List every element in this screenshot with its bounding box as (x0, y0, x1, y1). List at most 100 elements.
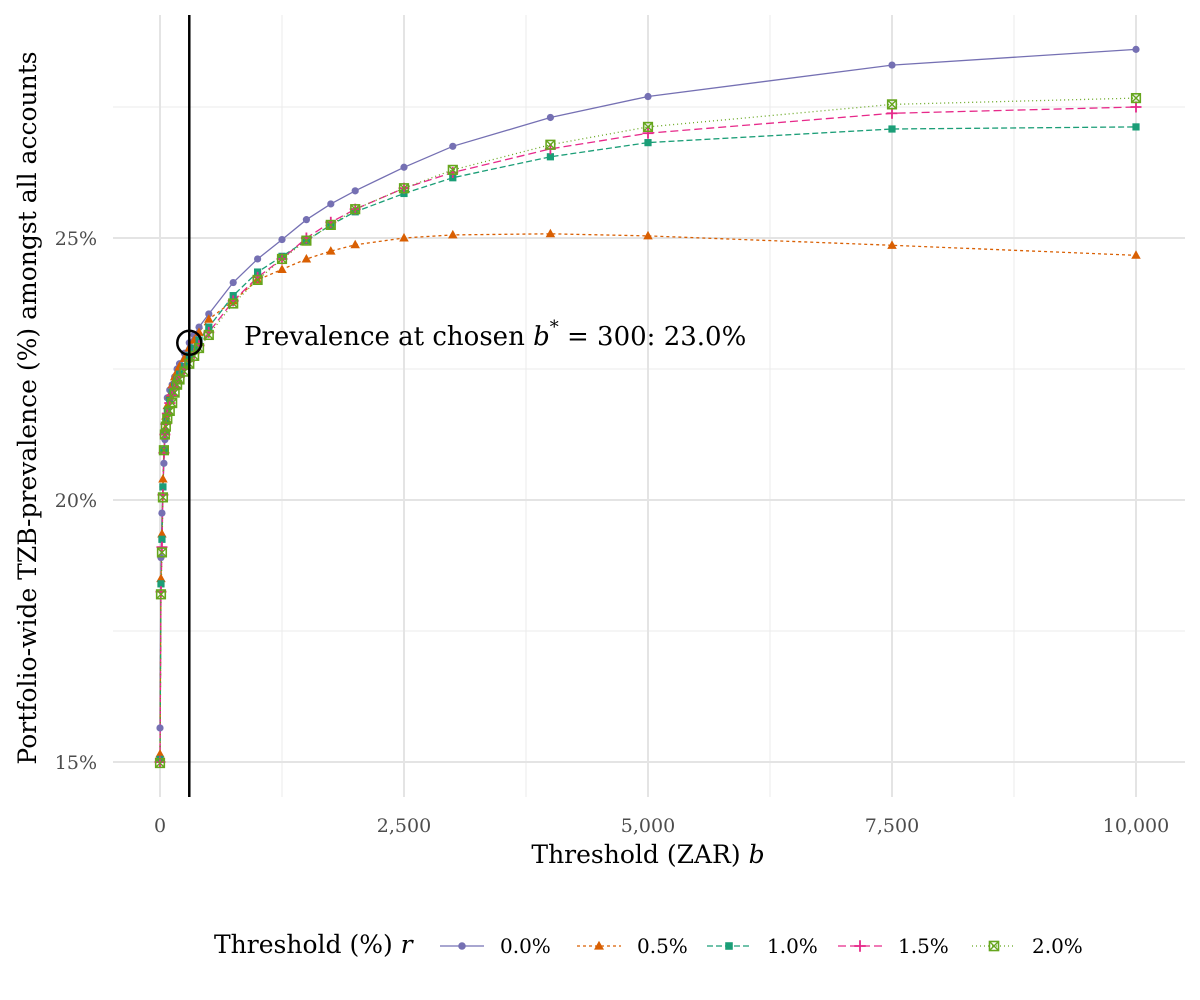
box-x-marker (157, 492, 169, 503)
legend-label: 0.0% (500, 934, 551, 958)
square-marker (546, 153, 554, 161)
y-tick-label: 20% (55, 490, 97, 512)
legend-title-text: Threshold (%) (214, 930, 393, 959)
triangle-marker (326, 246, 336, 255)
annotation-suffix: = 300: 23.0% (559, 322, 747, 352)
x-tick-label: 0 (154, 815, 166, 837)
square-marker (644, 139, 652, 147)
triangle-marker (399, 233, 409, 242)
x-tick-label: 2,500 (377, 815, 431, 837)
prevalence-annotation: Prevalence at chosen b* = 300: 23.0% (244, 317, 746, 352)
box-x-marker (276, 253, 288, 265)
legend-item: 1.5% (838, 934, 949, 958)
box-x-marker (398, 183, 410, 194)
circle-marker (888, 61, 896, 69)
x-tick-label: 5,000 (621, 815, 675, 837)
triangle-marker (277, 264, 287, 273)
triangle-marker (301, 253, 312, 263)
box-x-marker (447, 164, 458, 175)
circle-marker (205, 310, 213, 318)
circle-marker (546, 113, 555, 122)
circle-marker (400, 163, 408, 171)
y-axis-title: Portfolio-wide TZB-prevalence (%) amongs… (13, 51, 42, 764)
plus-marker (642, 127, 654, 139)
annotation-superscript: * (550, 317, 559, 338)
circle-marker (278, 235, 286, 244)
triangle-marker (350, 239, 360, 249)
box-x-marker (167, 397, 178, 409)
box-x-marker (988, 940, 1000, 952)
legend-label: 2.0% (1032, 934, 1083, 958)
triangle-marker (887, 240, 897, 249)
triangle-marker (155, 749, 165, 758)
box-x-marker (155, 589, 167, 600)
plus-marker (854, 940, 866, 952)
square-marker (888, 125, 896, 133)
box-x-marker (1130, 92, 1142, 104)
legend-title-var: r (401, 930, 415, 959)
box-x-marker (154, 757, 166, 769)
circle-marker (195, 323, 203, 331)
circle-marker (449, 142, 457, 150)
triangle-marker (156, 573, 166, 583)
circle-marker (229, 278, 237, 287)
x-axis-title: Threshold (ZAR) b (531, 840, 764, 869)
triangle-marker (448, 229, 458, 239)
highlight-circle (176, 329, 203, 357)
triangle-marker (643, 230, 653, 240)
box-x-marker (301, 235, 312, 246)
plus-marker (156, 541, 168, 553)
y-axis-ticks: 15% 20% 25% (55, 228, 97, 774)
triangle-marker (1131, 250, 1141, 259)
triangle-marker (204, 314, 214, 323)
legend-label: 1.5% (898, 934, 949, 958)
box-x-marker (158, 445, 170, 456)
box-x-marker (203, 329, 214, 341)
square-marker (725, 942, 733, 950)
box-x-marker (642, 121, 654, 133)
annotation-symbol: b (533, 322, 550, 352)
legend-label: 0.5% (637, 934, 688, 958)
x-tick-label: 10,000 (1103, 815, 1169, 837)
legend-title: Threshold (%) r (214, 930, 415, 959)
circle-marker (254, 255, 262, 263)
legend-item: 1.0% (707, 934, 818, 958)
circle-marker (1132, 45, 1140, 53)
box-x-marker (325, 219, 336, 231)
triangle-marker (545, 228, 556, 238)
triangle-marker (157, 529, 167, 538)
plus-marker (1130, 101, 1142, 113)
box-x-marker (350, 204, 361, 215)
triangle-marker (158, 474, 168, 483)
y-tick-label: 25% (55, 228, 97, 250)
legend-label: 1.0% (767, 934, 818, 958)
circle-marker (351, 187, 359, 195)
plus-marker (886, 107, 898, 119)
square-marker (157, 580, 165, 588)
legend-item: 2.0% (972, 934, 1083, 958)
legend: Threshold (%) r 0.0% 0.5% 1.0% 1.5% 2.0% (214, 930, 1083, 959)
box-x-marker (171, 379, 183, 390)
box-x-marker (156, 547, 168, 558)
x-axis-title-text: Threshold (ZAR) (531, 840, 740, 869)
circle-marker (156, 724, 164, 732)
triangle-marker (594, 940, 604, 950)
square-marker (1132, 123, 1140, 131)
box-x-marker (252, 274, 263, 286)
circle-marker (158, 509, 166, 517)
box-x-marker (886, 99, 898, 110)
legend-item: 0.5% (577, 934, 688, 958)
highlight-ring (176, 329, 203, 357)
circle-marker (644, 92, 652, 101)
x-axis-ticks: 0 2,500 5,000 7,500 10,000 (154, 815, 1169, 837)
annotation-prefix: Prevalence at chosen (244, 322, 533, 352)
circle-marker (327, 200, 335, 208)
circle-marker (302, 216, 310, 224)
x-tick-label: 7,500 (865, 815, 919, 837)
legend-item: 0.0% (440, 934, 551, 958)
y-tick-label: 15% (55, 752, 97, 774)
circle-marker (458, 942, 466, 950)
grid (113, 15, 1185, 797)
square-marker (159, 483, 167, 491)
